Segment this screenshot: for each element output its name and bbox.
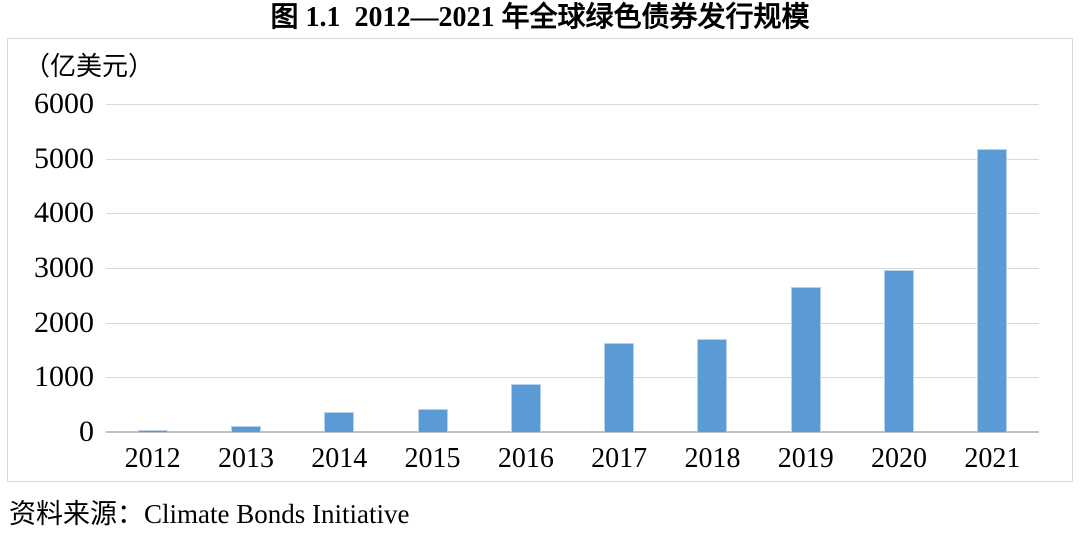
bar-2018 (697, 339, 728, 432)
gridline (106, 377, 1039, 379)
x-axis-line (106, 431, 1039, 433)
bar-2013 (230, 425, 261, 432)
x-tick-label: 2013 (217, 443, 274, 474)
x-tick-label: 2020 (871, 443, 928, 474)
y-tick-label: 6000 (34, 87, 94, 120)
chart-title: 图 1.1 2012—2021 年全球绿色债券发行规模 (270, 2, 810, 33)
bar-2015 (417, 409, 448, 432)
bar-2016 (510, 384, 541, 432)
bar-2012 (137, 430, 168, 432)
x-tick-label: 2019 (777, 443, 834, 474)
x-tick-label: 2014 (311, 443, 368, 474)
y-tick-label: 1000 (34, 360, 94, 394)
y-tick-label: 3000 (34, 251, 94, 284)
x-tick-label: 2021 (964, 443, 1021, 474)
gridline (106, 213, 1039, 215)
x-tick-label: 2017 (591, 443, 648, 474)
x-tick-label: 2012 (124, 443, 181, 474)
bar-2020 (884, 269, 915, 432)
y-tick-label: 5000 (34, 141, 94, 175)
gridline (106, 104, 1039, 105)
y-tick-label: 2000 (34, 305, 94, 339)
bar-2017 (604, 343, 635, 432)
y-tick-label: 4000 (34, 196, 94, 230)
y-tick-label: 0 (79, 415, 94, 448)
x-tick-label: 2016 (497, 443, 554, 474)
x-tick-label: 2018 (684, 443, 741, 474)
bar-2014 (324, 412, 355, 432)
gridline (106, 322, 1039, 324)
bar-2021 (977, 148, 1008, 432)
gridline (106, 268, 1039, 269)
chart-area: （亿美元） 0 1000 2000 3000 4000 5000 6000 2012 2013 2… (7, 38, 1073, 482)
bar-2019 (790, 286, 821, 432)
x-tick-label: 2015 (404, 443, 461, 474)
gridline (106, 158, 1039, 160)
y-axis-unit-label: （亿美元） (24, 52, 155, 81)
source-note: 资料来源：Climate Bonds Initiative (9, 499, 410, 529)
